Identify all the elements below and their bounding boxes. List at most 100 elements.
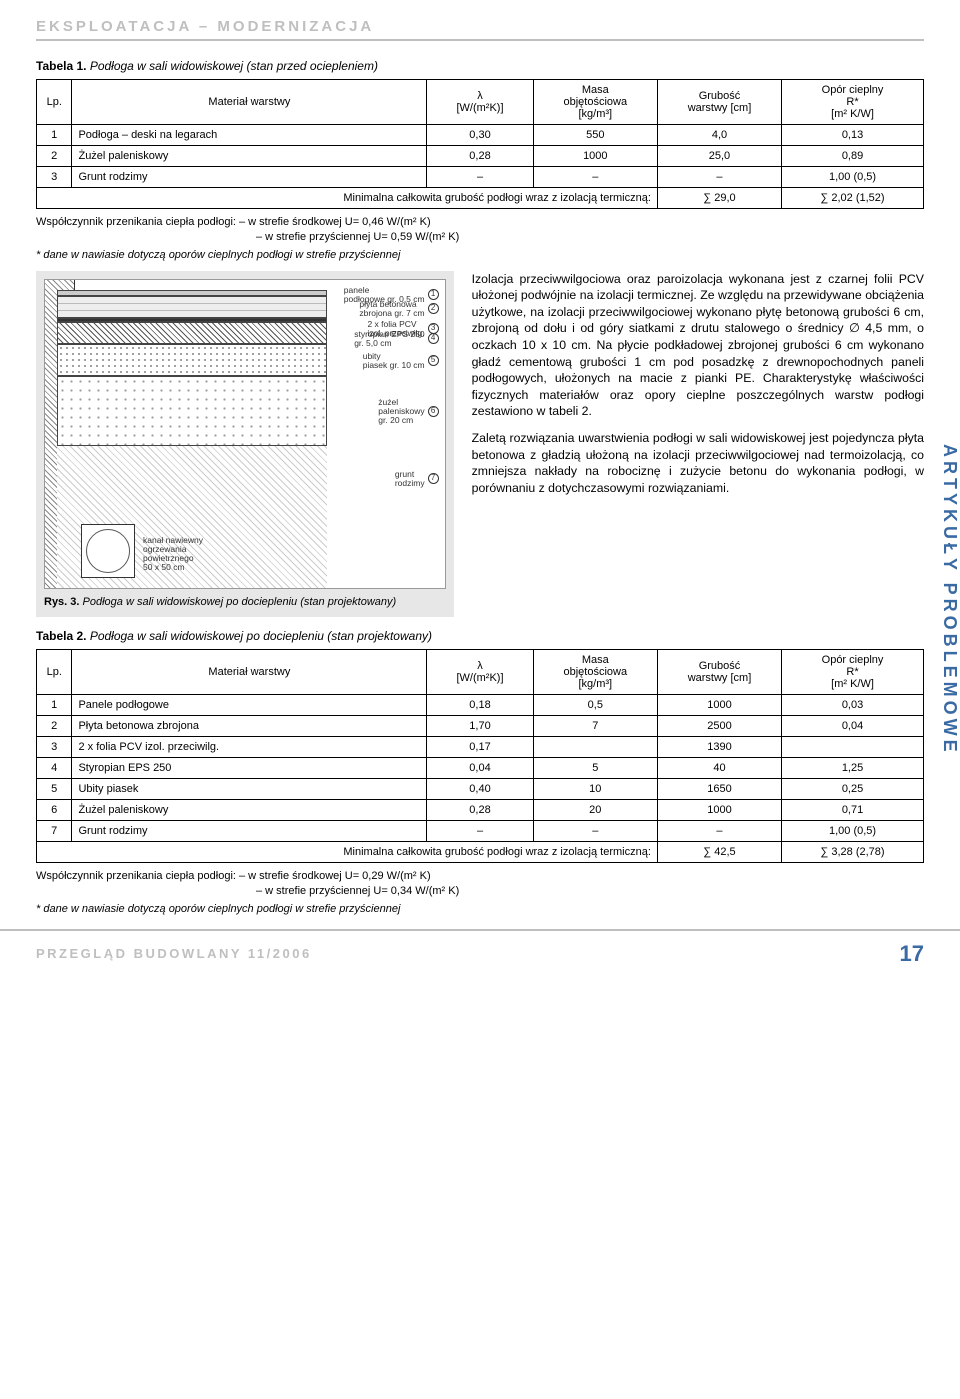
t2-cell: 2: [37, 715, 72, 736]
table1-caption-bold: Tabela 1.: [36, 59, 86, 73]
t2-cell: Styropian EPS 250: [72, 757, 427, 778]
t2-cell: [533, 736, 657, 757]
t2-sum-r: ∑ 3,28 (2,78): [782, 841, 924, 862]
t1-cell: 4,0: [657, 125, 781, 146]
t2-cell: 5: [533, 757, 657, 778]
figure-box: panelepodłogowe gr. 0,5 cm1płyta betonow…: [36, 271, 454, 617]
figure-callout: styropian EPS 250gr. 5,0 cm4: [354, 330, 438, 348]
footer-publication: PRZEGLĄD BUDOWLANY 11/2006: [36, 946, 312, 961]
t2-cell: 10: [533, 778, 657, 799]
table2: Lp. Materiał warstwy λ[W/(m²K)] Masaobję…: [36, 649, 924, 863]
figure-callout: żużelpaleniskowygr. 20 cm 6: [378, 398, 438, 425]
t2-cell: –: [657, 820, 781, 841]
t2-cell: Panele podłogowe: [72, 694, 427, 715]
t2-cell: 1,70: [427, 715, 533, 736]
t1-h-thick: Grubośćwarstwy [cm]: [657, 80, 781, 125]
t2-cell: 4: [37, 757, 72, 778]
table2-caption-bold: Tabela 2.: [36, 629, 86, 643]
t2-cell: 1,00 (0,5): [782, 820, 924, 841]
table-row: 2Płyta betonowa zbrojona1,70725000,04: [37, 715, 924, 736]
footer-page-number: 17: [900, 941, 924, 967]
t1-h-lam: λ[W/(m²K)]: [427, 80, 533, 125]
t1-cell: 0,89: [782, 146, 924, 167]
t2-cell: 0,04: [782, 715, 924, 736]
t2-h-thick: Grubośćwarstwy [cm]: [657, 649, 781, 694]
table-row: 4Styropian EPS 2500,045401,25: [37, 757, 924, 778]
t2-cell: 1000: [657, 694, 781, 715]
t2-cell: 0,03: [782, 694, 924, 715]
t1-cell: Podłoga – deski na legarach: [72, 125, 427, 146]
t1-cell: 1: [37, 125, 72, 146]
t1-sum-label: Minimalna całkowita grubość podłogi wraz…: [37, 188, 658, 209]
body-p1: Izolacja przeciwwilgociowa oraz paroizol…: [472, 271, 924, 420]
section-header: EKSPLOATACJA – MODERNIZACJA: [36, 18, 924, 41]
body-p2: Zaletą rozwiązania uwarstwienia podłogi …: [472, 430, 924, 496]
t2-sum-label: Minimalna całkowita grubość podłogi wraz…: [37, 841, 658, 862]
t1-cell: 25,0: [657, 146, 781, 167]
t1-cell: 0,13: [782, 125, 924, 146]
table2-caption-text: Podłoga w sali widowiskowej po docieplen…: [90, 629, 432, 643]
t2-cell: –: [533, 820, 657, 841]
t2-cell: –: [427, 820, 533, 841]
t1-cell: –: [427, 167, 533, 188]
t1-cell: Żużel paleniskowy: [72, 146, 427, 167]
table-row: 6Żużel paleniskowy0,282010000,71: [37, 799, 924, 820]
t2-cell: Żużel paleniskowy: [72, 799, 427, 820]
t2-cell: Płyta betonowa zbrojona: [72, 715, 427, 736]
t2-cell: 1390: [657, 736, 781, 757]
callout-number: 1: [428, 289, 439, 300]
figure-callout: gruntrodzimy7: [395, 470, 439, 488]
t1-cell: 3: [37, 167, 72, 188]
t2-cell: 0,18: [427, 694, 533, 715]
t2-cell: 6: [37, 799, 72, 820]
t2-cell: 20: [533, 799, 657, 820]
t2-cell: Grunt rodzimy: [72, 820, 427, 841]
t2-cell: 0,04: [427, 757, 533, 778]
t2-footnote: * dane w nawiasie dotyczą oporów cieplny…: [36, 903, 924, 915]
t1-coef: Współczynnik przenikania ciepła podłogi:…: [36, 215, 924, 245]
t1-sum-thick: ∑ 29,0: [657, 188, 781, 209]
table-row: 5Ubity piasek0,401016500,25: [37, 778, 924, 799]
table-row: 3Grunt rodzimy–––1,00 (0,5): [37, 167, 924, 188]
table-row: 1Panele podłogowe0,180,510000,03: [37, 694, 924, 715]
figure-callout: płyta betonowazbrojona gr. 7 cm2: [359, 300, 438, 318]
figure-callout: ubitypiasek gr. 10 cm5: [363, 352, 439, 370]
t1-cell: 1000: [533, 146, 657, 167]
t2-cell: 5: [37, 778, 72, 799]
t2-cell: 7: [533, 715, 657, 736]
t2-h-lp: Lp.: [37, 649, 72, 694]
t2-cell: 2500: [657, 715, 781, 736]
t2-coef-line1: Współczynnik przenikania ciepła podłogi:…: [36, 870, 431, 882]
t2-cell: 3: [37, 736, 72, 757]
table1-caption: Tabela 1. Podłoga w sali widowiskowej (s…: [36, 59, 924, 73]
table1-caption-text: Podłoga w sali widowiskowej (stan przed …: [90, 59, 378, 73]
t2-cell: 0,17: [427, 736, 533, 757]
t2-cell: 0,28: [427, 799, 533, 820]
table2-caption: Tabela 2. Podłoga w sali widowiskowej po…: [36, 629, 924, 643]
t2-cell: 1,25: [782, 757, 924, 778]
figure-caption-text: Podłoga w sali widowiskowej po docieplen…: [83, 596, 397, 608]
t2-h-r: Opór cieplnyR*[m² K/W]: [782, 649, 924, 694]
t2-cell: Ubity piasek: [72, 778, 427, 799]
t1-cell: 0,28: [427, 146, 533, 167]
t1-cell: 0,30: [427, 125, 533, 146]
t2-h-mat: Materiał warstwy: [72, 649, 427, 694]
t2-cell: 1: [37, 694, 72, 715]
t1-sum-r: ∑ 2,02 (1,52): [782, 188, 924, 209]
t1-cell: 2: [37, 146, 72, 167]
t2-cell: [782, 736, 924, 757]
t2-cell: 1000: [657, 799, 781, 820]
figure-caption: Rys. 3. Podłoga w sali widowiskowej po d…: [44, 595, 446, 609]
t1-coef-line1: Współczynnik przenikania ciepła podłogi:…: [36, 216, 431, 228]
t1-h-mass: Masaobjętościowa[kg/m³]: [533, 80, 657, 125]
t2-cell: 0,25: [782, 778, 924, 799]
callout-number: 6: [428, 406, 439, 417]
figure-diagram: panelepodłogowe gr. 0,5 cm1płyta betonow…: [44, 279, 446, 589]
callout-text: żużelpaleniskowygr. 20 cm: [378, 398, 424, 425]
t2-sum-thick: ∑ 42,5: [657, 841, 781, 862]
table1: Lp. Materiał warstwy λ[W/(m²K)] Masaobję…: [36, 79, 924, 209]
t2-cell: 0,71: [782, 799, 924, 820]
table-row: 7Grunt rodzimy–––1,00 (0,5): [37, 820, 924, 841]
t2-cell: 0,5: [533, 694, 657, 715]
t1-cell: Grunt rodzimy: [72, 167, 427, 188]
